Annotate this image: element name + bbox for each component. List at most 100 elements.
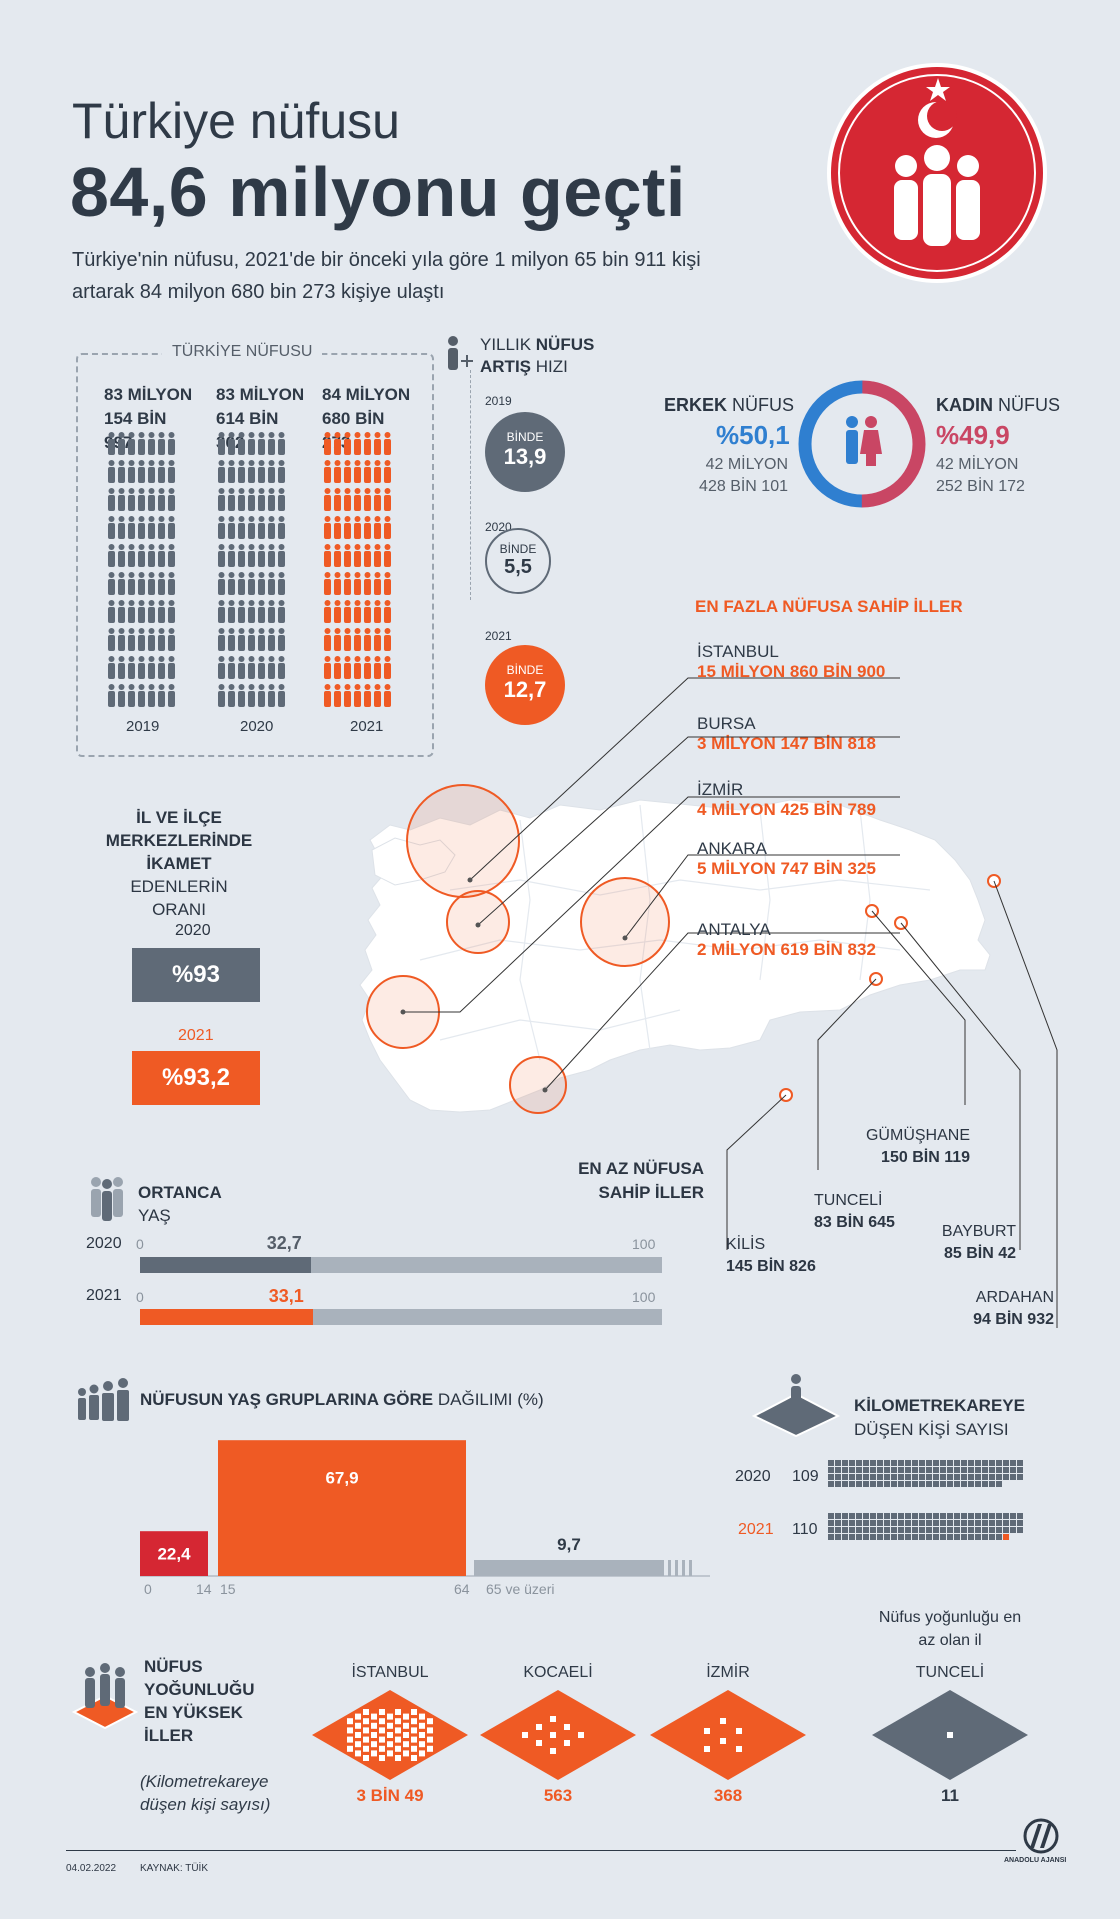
density-square xyxy=(842,1527,848,1533)
istanbul-dot xyxy=(355,1722,361,1729)
median-2021-bar xyxy=(140,1309,313,1325)
density-square xyxy=(940,1460,946,1466)
person-icon xyxy=(108,628,115,651)
density-square xyxy=(863,1474,869,1480)
person-icon xyxy=(118,600,125,623)
density-square xyxy=(835,1527,841,1533)
density-square xyxy=(1010,1520,1016,1526)
person-icon xyxy=(354,628,361,651)
density-square xyxy=(842,1534,848,1540)
person-icon xyxy=(344,628,351,651)
person-icon xyxy=(268,628,275,651)
istanbul-dot xyxy=(419,1750,425,1757)
density-square xyxy=(891,1527,897,1533)
density-square xyxy=(919,1513,925,1519)
istanbul-dot xyxy=(363,1727,369,1734)
density-square xyxy=(940,1513,946,1519)
density-city-kocaeli-name: KOCAELİ xyxy=(523,1664,593,1681)
density-square xyxy=(891,1467,897,1473)
density-square xyxy=(947,1481,953,1487)
density-square xyxy=(856,1460,862,1466)
density-cities-note: (Kilometrekareye düşen kişi sayısı) xyxy=(140,1772,271,1814)
istanbul-density-dots xyxy=(347,1709,433,1761)
istanbul-dot xyxy=(363,1718,369,1725)
density-square xyxy=(870,1520,876,1526)
person-icon xyxy=(168,516,175,539)
person-icon xyxy=(384,432,391,455)
person-icon xyxy=(364,600,371,623)
person-icon xyxy=(118,572,125,595)
person-icon xyxy=(248,684,255,707)
person-icon xyxy=(344,656,351,679)
density-square xyxy=(961,1520,967,1526)
person-icon xyxy=(108,656,115,679)
person-icon xyxy=(128,488,135,511)
density-square xyxy=(842,1520,848,1526)
density-square xyxy=(961,1527,967,1533)
person-icon xyxy=(384,628,391,651)
density-square xyxy=(849,1534,855,1540)
istanbul-dot xyxy=(379,1709,385,1715)
person-icon xyxy=(168,600,175,623)
person-icon xyxy=(158,544,165,567)
median-2020-bar xyxy=(140,1257,311,1273)
istanbul-dot xyxy=(387,1741,393,1748)
density-square xyxy=(898,1513,904,1519)
person-icon xyxy=(108,684,115,707)
density-square xyxy=(982,1460,988,1466)
person-icon xyxy=(324,628,331,651)
istanbul-dot xyxy=(355,1741,361,1748)
person-icon xyxy=(218,516,225,539)
person-icon xyxy=(128,516,135,539)
person-icon xyxy=(128,656,135,679)
density-square xyxy=(863,1481,869,1487)
istanbul-dot xyxy=(403,1722,409,1729)
least-city-tunceli: TUNCELİ 83 BİN 645 xyxy=(814,1192,895,1231)
person-icon xyxy=(238,684,245,707)
person-icon xyxy=(158,628,165,651)
person-icon xyxy=(238,488,245,511)
istanbul-dot xyxy=(355,1713,361,1720)
density-square xyxy=(961,1481,967,1487)
person-icon xyxy=(354,460,361,483)
density-square xyxy=(877,1474,883,1480)
density-square xyxy=(940,1534,946,1540)
person-icon xyxy=(374,572,381,595)
person-icon xyxy=(168,656,175,679)
density-square xyxy=(870,1467,876,1473)
density-square xyxy=(842,1513,848,1519)
istanbul-circle xyxy=(406,784,520,898)
person-icon xyxy=(258,684,265,707)
ardahan-leader xyxy=(993,880,1058,1328)
person-icon xyxy=(334,488,341,511)
urban-year-2020: 2020 xyxy=(175,922,211,939)
density-square xyxy=(954,1520,960,1526)
istanbul-dot xyxy=(347,1745,353,1752)
person-icon xyxy=(248,544,255,567)
person-icon xyxy=(364,572,371,595)
density-square xyxy=(954,1481,960,1487)
person-icon xyxy=(278,544,285,567)
density-square xyxy=(884,1527,890,1533)
density-square xyxy=(891,1520,897,1526)
footer-source: KAYNAK: TÜİK xyxy=(140,1863,208,1874)
density-square xyxy=(884,1474,890,1480)
person-icon xyxy=(128,628,135,651)
density-square xyxy=(912,1467,918,1473)
density-square xyxy=(877,1520,883,1526)
density-square xyxy=(989,1467,995,1473)
person-icon xyxy=(354,432,361,455)
person-icon xyxy=(128,684,135,707)
median-2021-track xyxy=(140,1309,662,1325)
person-icon xyxy=(384,460,391,483)
person-icon xyxy=(344,516,351,539)
density-square xyxy=(933,1520,939,1526)
person-icon xyxy=(148,572,155,595)
density-square xyxy=(919,1474,925,1480)
median-2020-min: 0 xyxy=(136,1236,144,1252)
istanbul-dot xyxy=(395,1745,401,1752)
median-year-2021: 2021 xyxy=(86,1287,122,1304)
footer-date: 04.02.2022 xyxy=(66,1863,117,1874)
density-square xyxy=(884,1513,890,1519)
density-square xyxy=(982,1513,988,1519)
